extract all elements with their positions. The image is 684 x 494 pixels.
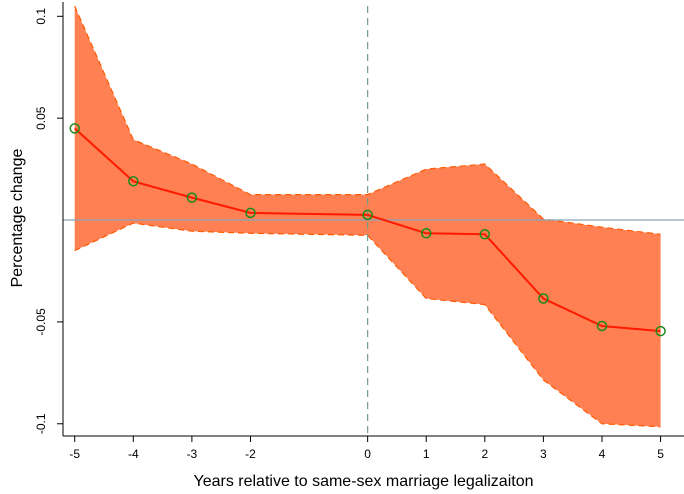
data-point (69, 123, 80, 134)
x-axis-title: Years relative to same-sex marriage lega… (193, 473, 533, 490)
y-axis-ticks: -0.1 -0.05 0.05 0.1 (34, 8, 63, 434)
y-tick-label: 0.05 (34, 106, 48, 130)
data-point (186, 192, 198, 203)
x-tick-label: -2 (245, 447, 256, 461)
x-axis-ticks: -5 -4 -3 -2 0 1 2 3 4 5 (69, 436, 664, 461)
x-tick-label: 5 (657, 447, 664, 461)
x-tick-label: 0 (364, 447, 371, 461)
y-tick-label: 0.1 (34, 8, 48, 25)
data-point (538, 293, 549, 304)
y-tick-label: -0.1 (34, 413, 48, 434)
y-axis-title: Percentage change (9, 149, 26, 288)
x-tick-label: 3 (540, 447, 547, 461)
lower-bound-line (74, 222, 661, 428)
x-tick-label: -5 (69, 447, 80, 461)
data-point (245, 207, 256, 219)
estimate-line (74, 127, 661, 333)
data-point (128, 176, 139, 187)
data-point (655, 325, 666, 337)
data-point (420, 228, 432, 239)
x-tick-label: 2 (481, 447, 488, 461)
x-tick-label: -4 (128, 447, 139, 461)
x-tick-label: 4 (599, 447, 606, 461)
y-tick-label: -0.05 (34, 308, 48, 336)
x-tick-label: -3 (187, 447, 198, 461)
axes (62, 2, 684, 437)
data-point (596, 320, 608, 332)
data-point (362, 209, 373, 221)
x-tick-label: 1 (423, 447, 430, 461)
plot-area (63, 5, 684, 436)
data-point (479, 229, 491, 240)
upper-bound-line (74, 5, 661, 235)
